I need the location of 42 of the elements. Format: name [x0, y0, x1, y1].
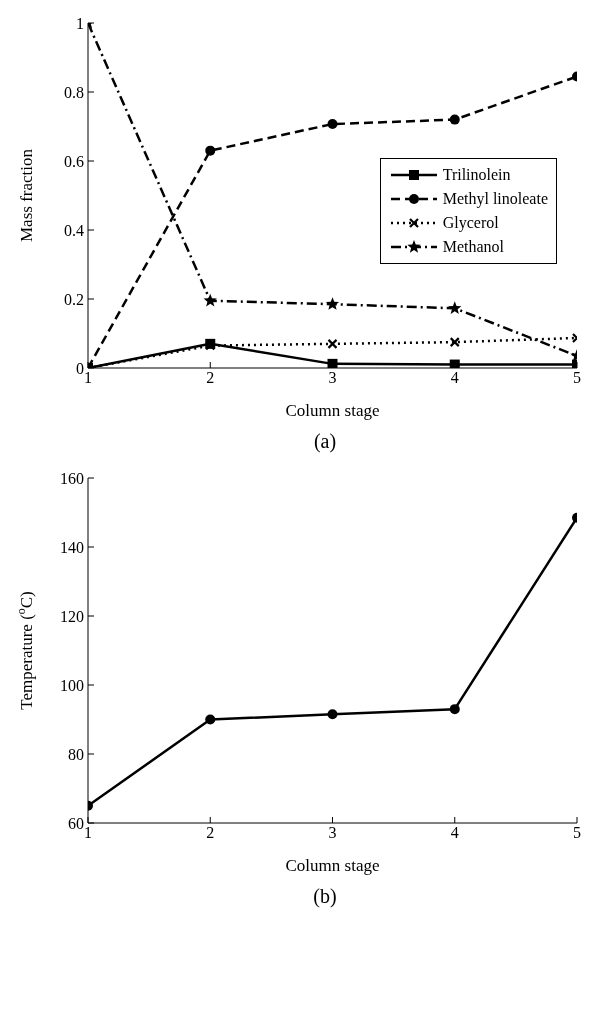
x-tick-label: 4: [450, 824, 459, 842]
y-tick-label: 0.6: [64, 152, 84, 170]
y-tick-label: 0.8: [64, 83, 84, 101]
text: (a): [312, 430, 338, 453]
y-tick-label: 120: [60, 607, 84, 625]
legend-label: Methyl linoleate: [442, 190, 548, 208]
text: (b): [312, 885, 338, 908]
y-tick-label: 100: [60, 676, 84, 694]
y-tick-label: 0.2: [64, 290, 84, 308]
legend-label: Trilinolein: [442, 166, 511, 184]
legend-label: Glycerol: [442, 214, 499, 232]
x-tick-label: 5: [573, 824, 581, 842]
point: [449, 337, 460, 348]
x-tick-label: 2: [206, 369, 215, 387]
y-tick-label: 1: [76, 14, 84, 32]
point: [205, 145, 216, 156]
y-tick-label: 80: [68, 745, 84, 763]
x-axis-title: Column stage: [285, 856, 380, 875]
point: [327, 709, 338, 720]
x-tick-label: 5: [573, 369, 581, 387]
point: [449, 114, 460, 125]
point: [325, 297, 340, 310]
x-tick-label: 3: [328, 824, 337, 842]
point: [327, 119, 338, 130]
point: [449, 704, 460, 715]
point: [205, 714, 216, 725]
x-tick-label: 4: [450, 369, 459, 387]
point: [203, 293, 217, 307]
x-tick-label: 2: [206, 824, 215, 842]
y-tick-label: 160: [60, 469, 84, 487]
y-tick-label: 0: [76, 359, 84, 377]
point: [449, 359, 460, 368]
x-tick-label: 3: [328, 369, 337, 387]
x-axis-title: Column stage: [285, 401, 380, 420]
y-tick-label: 140: [60, 538, 84, 556]
legend-label: Methanol: [442, 238, 505, 256]
point: [448, 301, 462, 314]
point: [327, 338, 338, 349]
point: [327, 358, 338, 368]
y-axis-title: Mass fraction: [17, 148, 36, 243]
y-tick-label: 60: [68, 814, 84, 832]
y-tick-label: 0.4: [64, 221, 84, 239]
